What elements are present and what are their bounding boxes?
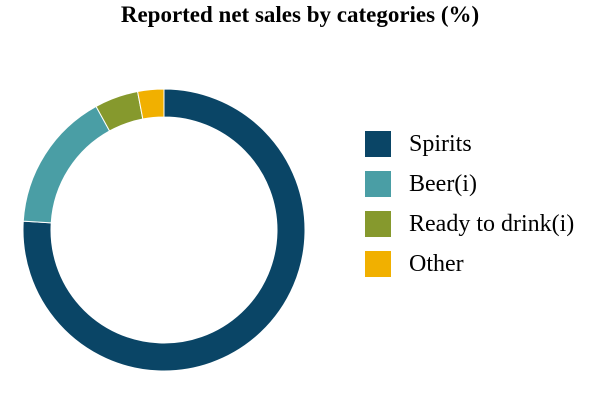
legend-label-spirits: Spirits — [409, 130, 472, 157]
legend-item-spirits: Spirits — [365, 124, 595, 164]
legend-swatch-ready-to-drink — [365, 211, 391, 237]
legend-item-other: Other — [365, 244, 595, 284]
donut-slices — [22, 88, 306, 372]
donut-slice-other — [136, 88, 165, 120]
legend-swatch-spirits — [365, 131, 391, 157]
legend-label-ready-to-drink: Ready to drink(i) — [409, 210, 575, 237]
donut-slice-spirits — [22, 88, 306, 372]
legend-swatch-other — [365, 251, 391, 277]
legend: Spirits Beer(i) Ready to drink(i) Other — [365, 124, 595, 284]
legend-label-other: Other — [409, 250, 464, 277]
chart-title: Reported net sales by categories (%) — [120, 2, 480, 27]
legend-label-beer: Beer(i) — [409, 170, 477, 197]
legend-item-beer: Beer(i) — [365, 164, 595, 204]
legend-swatch-beer — [365, 171, 391, 197]
donut-slice-beer — [22, 105, 111, 224]
legend-item-ready-to-drink: Ready to drink(i) — [365, 204, 595, 244]
